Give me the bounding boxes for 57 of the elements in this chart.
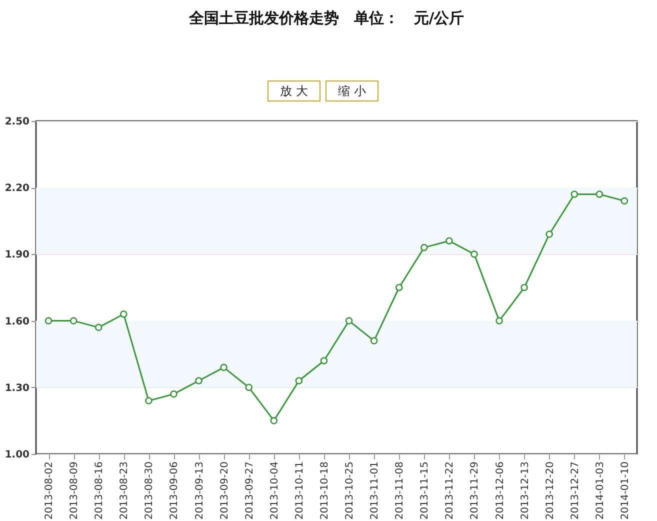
x-tick-label: 2013-12-20: [544, 462, 556, 520]
point: [470, 250, 478, 258]
x-tick-label: 2013-11-01: [370, 462, 381, 520]
x-tick-label: 2013-08-16: [94, 462, 106, 520]
point: [570, 190, 578, 198]
x-tick-label: 2013-08-30: [144, 462, 156, 520]
x-tick-label: 2013-08-09: [69, 462, 80, 520]
point: [320, 357, 328, 364]
point: [420, 244, 428, 252]
x-tick-label: 2013-11-15: [420, 462, 431, 520]
point: [195, 377, 202, 384]
x-tick-label: 2014-01-10: [620, 462, 631, 520]
x-tick-label: 2013-10-11: [294, 462, 306, 520]
x-tick-label: 2013-12-13: [520, 462, 531, 520]
point: [446, 237, 453, 245]
point: [120, 310, 128, 318]
point: [395, 284, 403, 292]
point: [620, 197, 628, 205]
x-tick-label: 2013-09-06: [169, 462, 180, 520]
point: [345, 317, 353, 324]
y-tick-label: 1.90: [4, 250, 30, 261]
point: [220, 364, 228, 372]
point: [270, 417, 278, 424]
x-tick-label: 2013-08-23: [119, 462, 130, 520]
x-tick-label: 2013-12-27: [570, 462, 581, 520]
point: [496, 317, 503, 324]
x-tick-label: 2013-12-06: [494, 462, 506, 520]
point: [245, 384, 253, 392]
x-tick-label: 2013-10-04: [269, 462, 280, 520]
x-tick-label: 2013-09-13: [194, 462, 206, 520]
point: [546, 230, 554, 238]
point: [370, 337, 378, 344]
point: [145, 397, 152, 404]
point: [44, 317, 52, 324]
point: [295, 377, 303, 384]
point: [520, 284, 528, 292]
x-tick-label: 2013-09-27: [244, 462, 256, 520]
x-tick-label: 2014-01-03: [594, 462, 606, 520]
x-tick-label: 2013-10-18: [319, 462, 330, 520]
point: [94, 324, 102, 332]
point: [70, 317, 78, 324]
x-tick-label: 2013-09-20: [219, 462, 230, 520]
y-tick-label: 1.00: [4, 450, 30, 460]
x-tick-label: 2013-11-22: [444, 462, 456, 520]
x-tick-label: 2013-10-25: [344, 462, 356, 520]
y-tick-label: 1.30: [4, 382, 30, 394]
y-tick-label: 2.50: [4, 116, 30, 128]
text: 缩 小: [338, 84, 366, 98]
x-tick-label: 2013-11-08: [394, 462, 406, 520]
point: [596, 190, 604, 198]
chart-title: 全国土豆批发价格走势 单位： 元/公斤: [188, 9, 464, 27]
y-tick-label: 1.60: [4, 316, 30, 328]
point: [170, 390, 178, 398]
x-tick-label: 2013-08-02: [44, 462, 56, 520]
text: 放 大: [280, 84, 308, 98]
y-tick-label: 2.20: [4, 183, 30, 194]
x-tick-label: 2013-11-29: [470, 462, 481, 520]
